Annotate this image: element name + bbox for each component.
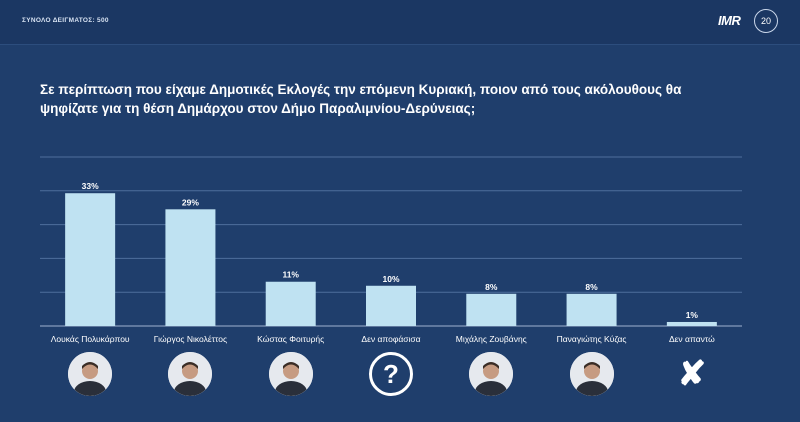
candidate-photo bbox=[268, 352, 313, 396]
question-mark-icon: ? bbox=[369, 352, 413, 396]
bar bbox=[566, 293, 617, 326]
data-label: 8% bbox=[585, 282, 598, 292]
category-label: Μιχάλης Ζουβάνης bbox=[456, 334, 527, 344]
data-label: 29% bbox=[182, 197, 199, 207]
category-label: Δεν αποφάσισα bbox=[361, 334, 420, 344]
bar bbox=[65, 193, 116, 326]
bar bbox=[366, 285, 416, 326]
cross-icon: ✘ bbox=[677, 355, 707, 393]
category-label: Λουκάς Πολυκάρπου bbox=[51, 334, 130, 344]
sample-size-label: ΣΥΝΟΛΟ ΔΕΙΓΜΑΤΟΣ: 500 bbox=[22, 17, 109, 24]
category-label: Δεν απαντώ bbox=[669, 334, 715, 344]
candidate-photo bbox=[168, 352, 213, 396]
candidate-photo bbox=[469, 352, 514, 396]
data-label: 10% bbox=[382, 274, 399, 284]
data-label: 11% bbox=[282, 270, 299, 280]
person-icon bbox=[268, 352, 313, 396]
candidate-photo bbox=[68, 352, 113, 396]
person-icon bbox=[569, 352, 614, 396]
data-label: 33% bbox=[82, 181, 99, 191]
bar bbox=[666, 321, 717, 326]
logo-text: IMR bbox=[718, 13, 741, 28]
header-bar: ΣΥΝΟΛΟ ΔΕΙΓΜΑΤΟΣ: 500 IMR 20 bbox=[0, 0, 800, 45]
category-label: Κώστας Φοιτυρής bbox=[257, 334, 324, 344]
category-label: Παναγιώτης Κύζας bbox=[557, 334, 627, 344]
data-label: 8% bbox=[485, 282, 498, 292]
person-icon bbox=[469, 352, 514, 396]
imr-logo: IMR 20 bbox=[718, 8, 778, 34]
bar bbox=[265, 281, 316, 326]
data-label: 1% bbox=[686, 310, 699, 320]
candidate-photo bbox=[569, 352, 614, 396]
person-icon bbox=[168, 352, 213, 396]
category-label: Γιώργος Νικολέττος bbox=[154, 334, 227, 344]
bar bbox=[165, 209, 216, 326]
bar bbox=[466, 293, 517, 326]
survey-question: Σε περίπτωση που είχαμε Δημοτικές Εκλογέ… bbox=[40, 82, 682, 116]
person-icon bbox=[68, 352, 113, 396]
anniversary-badge: 20 bbox=[754, 9, 778, 33]
